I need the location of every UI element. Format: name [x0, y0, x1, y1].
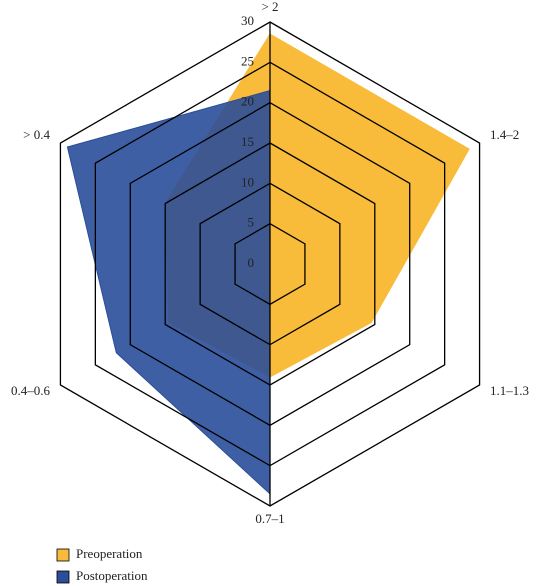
- r-tick-label: 15: [241, 134, 254, 149]
- legend-swatch: [56, 548, 70, 562]
- category-label: 1.1–1.3: [490, 383, 529, 398]
- r-tick-label: 5: [248, 215, 255, 230]
- category-label: > 0.4: [23, 127, 50, 142]
- r-tick-label: 20: [241, 94, 254, 109]
- legend-swatch: [56, 570, 70, 584]
- legend-label: Preoperation: [76, 546, 143, 561]
- r-tick-label: 0: [248, 255, 255, 270]
- category-label: 0.7–1: [255, 511, 284, 526]
- r-tick-label: 30: [241, 13, 254, 28]
- r-tick-label: 25: [241, 53, 254, 68]
- legend-label: Postoperation: [76, 568, 148, 583]
- category-label: 0.4–0.6: [11, 383, 51, 398]
- category-label: 1.4–2: [490, 127, 519, 142]
- category-label: > 2: [261, 0, 278, 14]
- radar-area: [66, 89, 271, 496]
- r-tick-label: 10: [241, 174, 254, 189]
